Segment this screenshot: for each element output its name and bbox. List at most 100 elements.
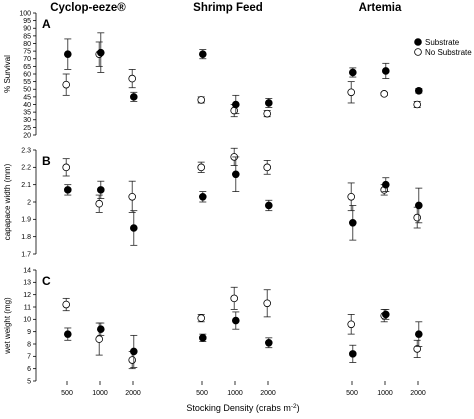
- point-substrate: [414, 201, 423, 210]
- panel-c-col-2: [197, 286, 273, 349]
- point-substrate: [97, 48, 105, 57]
- y-tick-label: 60: [23, 71, 31, 78]
- point-no-substrate: [230, 294, 239, 303]
- point-substrate: [381, 180, 390, 189]
- x-tick-label: 1000: [92, 390, 108, 397]
- point-no-substrate: [62, 80, 70, 89]
- y-tick-label: 2: [27, 199, 31, 206]
- y-tick-label: 70: [23, 56, 31, 63]
- y-tick-label: 12: [23, 292, 31, 299]
- point-no-substrate: [263, 109, 272, 118]
- y-tick-label: 2.2: [21, 165, 31, 172]
- x-axis-label-superscript: -2: [291, 403, 297, 410]
- point-substrate: [264, 338, 273, 347]
- panel-c: C 5 6 7 8 9 10 11 12 13 14 wet weight (mg): [3, 267, 423, 385]
- point-substrate: [232, 316, 240, 325]
- panel-b-col-3: [347, 177, 423, 241]
- y-tick-label: 65: [23, 64, 31, 71]
- point-no-substrate: [230, 106, 239, 115]
- y-tick-label: 6: [27, 366, 31, 373]
- point-no-substrate: [413, 213, 422, 222]
- y-tick-label: 55: [23, 79, 31, 86]
- panel-letter-c: C: [42, 274, 51, 288]
- point-substrate: [97, 325, 105, 334]
- y-tick-label: 10: [23, 317, 31, 324]
- point-no-substrate: [263, 163, 272, 172]
- panel-c-col-3: [347, 309, 423, 363]
- y-axis-label: % Survival: [3, 55, 12, 93]
- point-no-substrate: [347, 193, 356, 201]
- point-no-substrate: [95, 335, 103, 343]
- panel-a-col-1: [62, 32, 138, 102]
- point-substrate: [381, 310, 390, 319]
- point-no-substrate: [263, 299, 272, 308]
- x-tick-label: 2000: [410, 390, 426, 397]
- point-no-substrate: [413, 100, 422, 109]
- point-no-substrate: [128, 356, 137, 364]
- x-tick-label: 1000: [377, 390, 393, 397]
- point-no-substrate: [347, 320, 356, 329]
- x-tick-label: 500: [196, 390, 208, 397]
- y-tick-label: 80: [23, 41, 31, 48]
- panel-letter-a: A: [42, 17, 51, 31]
- point-substrate: [264, 201, 273, 210]
- panel-b-col-1: [62, 158, 138, 246]
- y-tick-label: 30: [23, 117, 31, 124]
- panel-letter-b: B: [42, 154, 51, 168]
- column-title-1: Cyclop-eeze®: [50, 2, 126, 14]
- x-tick-label: 2000: [125, 390, 141, 397]
- point-no-substrate: [62, 163, 70, 172]
- point-substrate: [348, 219, 357, 227]
- y-tick-label: 45: [23, 94, 31, 101]
- y-tick-label: 95: [23, 18, 31, 25]
- y-tick-label: 5: [27, 378, 31, 385]
- y-tick-label: 35: [23, 110, 31, 117]
- point-substrate: [199, 193, 207, 201]
- y-tick-label: 9: [27, 329, 31, 336]
- point-no-substrate: [197, 314, 206, 322]
- point-no-substrate: [197, 163, 206, 172]
- point-substrate: [64, 50, 72, 58]
- panel-b: B 1.7 1.8 1.9 2 2.1 2.2 2.3 capapace width (mm): [3, 147, 423, 258]
- y-tick-label: 11: [24, 304, 31, 311]
- x-tick-label: 500: [346, 390, 358, 397]
- panel-b-col-2: [197, 147, 273, 212]
- y-tick-label: 40: [23, 102, 31, 109]
- x-axis-label: Stocking Density (crabs m-2): [186, 403, 299, 413]
- point-substrate: [130, 224, 138, 232]
- point-substrate: [64, 330, 72, 338]
- column-title-2: Shrimp Feed: [193, 2, 263, 14]
- y-tick-label: 90: [23, 26, 31, 33]
- y-tick-label: 7: [27, 354, 31, 361]
- point-substrate: [97, 186, 105, 194]
- x-tick-label: 500: [61, 390, 73, 397]
- point-substrate: [199, 50, 207, 58]
- y-tick-label: 2.3: [21, 147, 31, 154]
- point-no-substrate: [380, 90, 389, 98]
- y-tick-label: 1.7: [21, 251, 31, 258]
- point-substrate: [130, 93, 138, 101]
- point-substrate: [232, 100, 240, 109]
- point-no-substrate: [197, 96, 206, 104]
- y-axis-label: wet weight (mg): [3, 297, 12, 355]
- y-tick-label: 100: [19, 10, 31, 17]
- point-no-substrate: [128, 193, 137, 201]
- point-substrate: [199, 334, 207, 342]
- panel-c-col-1: [62, 297, 138, 370]
- y-axis-label: capapace width (mm): [3, 163, 12, 240]
- y-tick-label: 50: [23, 87, 31, 94]
- y-tick-label: 13: [23, 280, 31, 287]
- point-substrate: [414, 330, 423, 338]
- y-tick-label: 8: [27, 341, 31, 348]
- point-substrate: [414, 86, 423, 95]
- point-no-substrate: [128, 74, 137, 83]
- point-substrate: [130, 347, 138, 356]
- point-substrate: [348, 350, 357, 358]
- column-title-3: Artemia: [359, 2, 402, 14]
- x-axis-label-suffix: ): [297, 403, 300, 413]
- point-no-substrate: [62, 300, 70, 309]
- x-tick-label: 1000: [227, 390, 243, 397]
- y-tick-label: 85: [23, 33, 31, 40]
